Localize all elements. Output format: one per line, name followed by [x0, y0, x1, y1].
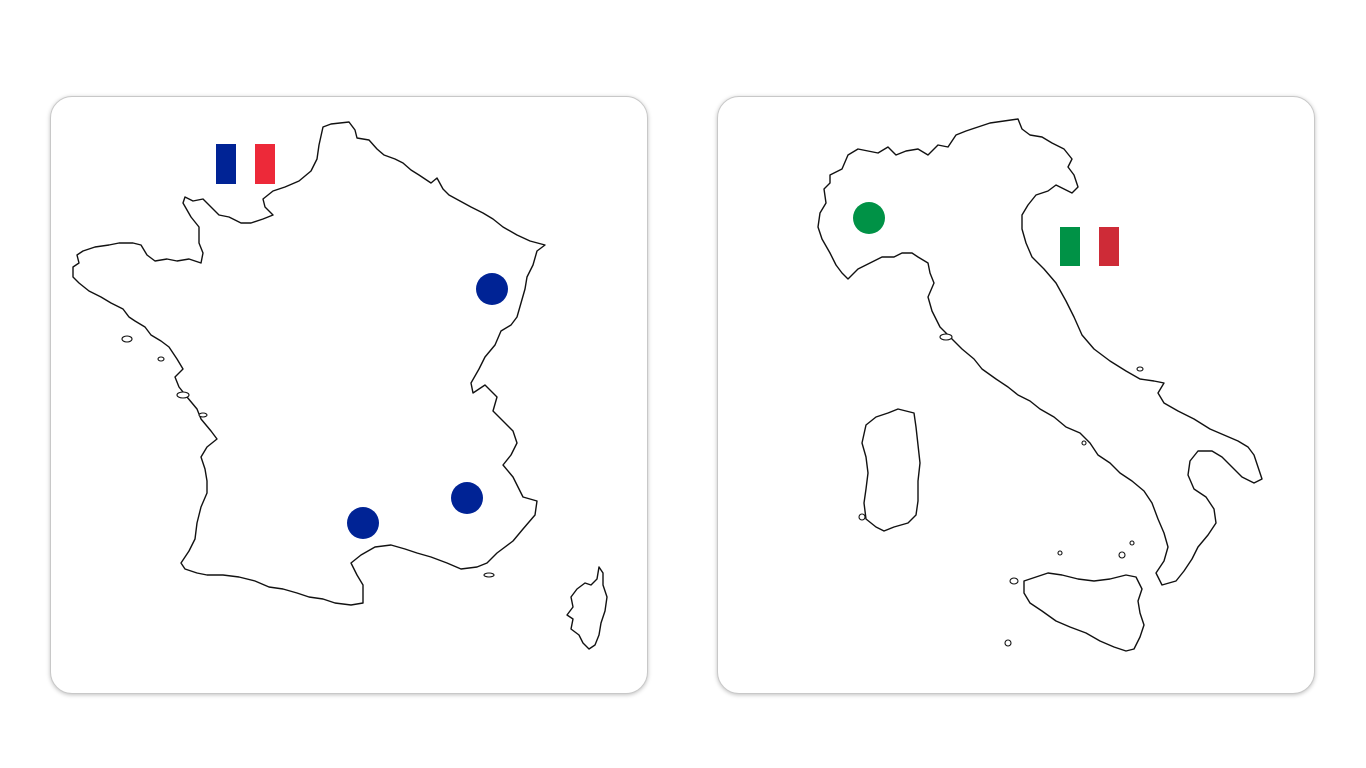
island-islet [1057, 550, 1063, 556]
island-islet [1129, 540, 1135, 546]
island-islet [1009, 577, 1019, 585]
city-marker[interactable] [451, 482, 483, 514]
island-islet [858, 513, 866, 521]
island-islet [1118, 551, 1126, 559]
city-marker[interactable] [347, 507, 379, 539]
italy-map [817, 118, 1263, 652]
corsica-outline [566, 566, 608, 650]
island-islet [1081, 440, 1087, 446]
italy-map-card[interactable] [717, 96, 1315, 694]
italy-mainland-outline [817, 118, 1263, 586]
island-islet [121, 335, 133, 343]
sardinia-outline [861, 408, 921, 532]
island-islet [198, 412, 208, 418]
france-mainland-outline [72, 121, 546, 606]
island-islet [939, 333, 953, 341]
france-map [72, 121, 608, 650]
sicily-outline [1023, 572, 1145, 652]
city-marker[interactable] [476, 273, 508, 305]
france-map-card[interactable] [50, 96, 648, 694]
island-islet [1136, 366, 1144, 372]
city-marker[interactable] [853, 202, 885, 234]
italy-flag-icon [1060, 227, 1119, 266]
island-islet [483, 572, 495, 578]
island-islet [176, 391, 190, 399]
island-islet [1004, 639, 1012, 647]
france-flag-icon [216, 144, 275, 184]
island-islet [157, 356, 165, 362]
